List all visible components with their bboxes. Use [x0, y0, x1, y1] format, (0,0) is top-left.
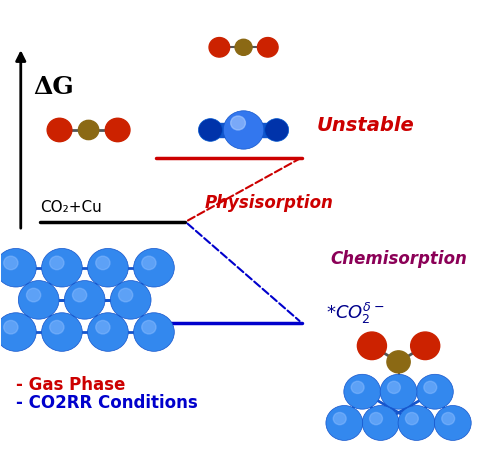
Circle shape [264, 119, 288, 141]
Circle shape [0, 313, 36, 351]
Circle shape [410, 332, 440, 359]
Circle shape [78, 120, 98, 140]
Circle shape [398, 406, 435, 440]
Circle shape [134, 249, 174, 287]
Circle shape [42, 313, 82, 351]
Circle shape [258, 37, 278, 57]
Circle shape [370, 413, 382, 425]
Circle shape [326, 406, 362, 440]
Text: Chemisorption: Chemisorption [330, 249, 468, 267]
Text: $*CO_2^{\delta-}$: $*CO_2^{\delta-}$ [326, 301, 384, 326]
Circle shape [26, 288, 40, 302]
Circle shape [142, 256, 156, 270]
Circle shape [434, 406, 471, 440]
Circle shape [358, 332, 386, 359]
Circle shape [142, 321, 156, 334]
Circle shape [380, 374, 417, 409]
Circle shape [18, 280, 59, 319]
Circle shape [72, 288, 86, 302]
Text: CO₂+Cu: CO₂+Cu [40, 200, 102, 215]
Text: - CO2RR Conditions: - CO2RR Conditions [16, 394, 198, 412]
Circle shape [416, 374, 454, 409]
Circle shape [351, 381, 364, 394]
Circle shape [388, 381, 400, 394]
Circle shape [134, 313, 174, 351]
Circle shape [50, 256, 64, 270]
Text: Physisorption: Physisorption [205, 195, 334, 213]
Circle shape [88, 249, 128, 287]
Circle shape [406, 413, 418, 425]
Circle shape [362, 406, 399, 440]
Circle shape [0, 249, 36, 287]
Circle shape [230, 116, 246, 130]
Circle shape [118, 288, 132, 302]
Text: ΔG: ΔG [33, 75, 74, 99]
Text: - Gas Phase: - Gas Phase [16, 376, 126, 394]
Circle shape [50, 321, 64, 334]
Circle shape [106, 118, 130, 142]
Circle shape [424, 381, 436, 394]
Circle shape [387, 351, 410, 373]
Bar [210, 123, 276, 137]
Circle shape [442, 413, 454, 425]
Circle shape [96, 256, 110, 270]
Circle shape [88, 313, 128, 351]
Circle shape [110, 280, 151, 319]
Circle shape [4, 256, 18, 270]
Circle shape [235, 39, 252, 55]
Circle shape [344, 374, 381, 409]
Circle shape [198, 119, 222, 141]
Circle shape [64, 280, 105, 319]
Circle shape [42, 249, 82, 287]
Circle shape [96, 321, 110, 334]
Circle shape [209, 37, 230, 57]
Text: Unstable: Unstable [316, 116, 414, 134]
Circle shape [4, 321, 18, 334]
Circle shape [334, 413, 346, 425]
Circle shape [47, 118, 72, 142]
Circle shape [224, 111, 264, 149]
